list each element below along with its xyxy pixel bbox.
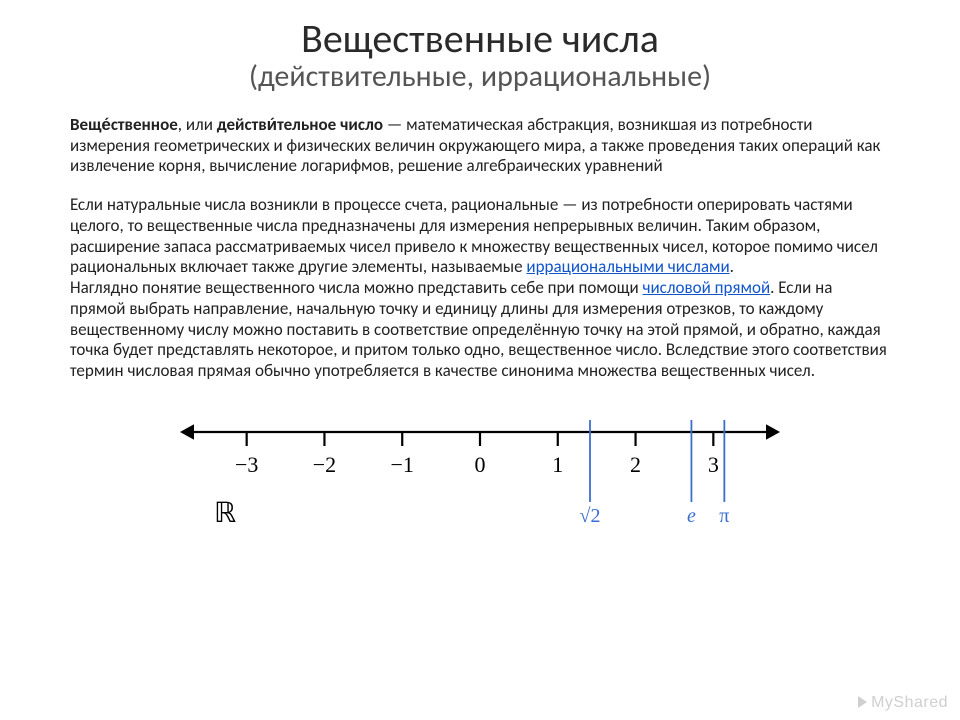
body-text: Веще́ственное, или действи́тельное число… bbox=[70, 115, 890, 382]
paragraph-2: Если натуральные числа возникли в процес… bbox=[70, 195, 890, 278]
title-sub: (действительные, иррациональные) bbox=[70, 60, 890, 93]
watermark: MyShared bbox=[858, 694, 948, 712]
term-real-bold-1: Веще́ственное bbox=[70, 114, 178, 135]
number-line-figure: −3 −2 −1 0 1 2 3 ℝ √2 e π bbox=[70, 400, 890, 535]
link-irrational-numbers[interactable]: иррациональными числами bbox=[526, 256, 729, 277]
svg-text:3: 3 bbox=[708, 452, 719, 477]
svg-text:π: π bbox=[719, 505, 729, 527]
svg-text:−3: −3 bbox=[235, 452, 258, 477]
svg-text:0: 0 bbox=[475, 452, 486, 477]
play-icon bbox=[858, 696, 867, 708]
paragraph-3: Наглядно понятие вещественного числа мож… bbox=[70, 278, 890, 382]
svg-text:2: 2 bbox=[630, 452, 641, 477]
slide: Вещественные числа (действительные, ирра… bbox=[0, 0, 960, 720]
paragraph-1: Веще́ственное, или действи́тельное число… bbox=[70, 115, 890, 177]
term-real-bold-2: действи́тельное число bbox=[217, 114, 383, 135]
title-block: Вещественные числа (действительные, ирра… bbox=[70, 18, 890, 93]
watermark-text: MyShared bbox=[871, 694, 948, 711]
number-line-svg: −3 −2 −1 0 1 2 3 ℝ √2 e π bbox=[170, 400, 790, 530]
title-main: Вещественные числа bbox=[70, 18, 890, 60]
svg-text:−1: −1 bbox=[391, 452, 414, 477]
svg-text:e: e bbox=[687, 505, 696, 527]
svg-text:−2: −2 bbox=[313, 452, 336, 477]
link-number-line[interactable]: числовой прямой bbox=[643, 277, 771, 298]
svg-text:1: 1 bbox=[552, 452, 563, 477]
svg-text:√2: √2 bbox=[580, 505, 601, 527]
svg-text:ℝ: ℝ bbox=[214, 498, 236, 529]
